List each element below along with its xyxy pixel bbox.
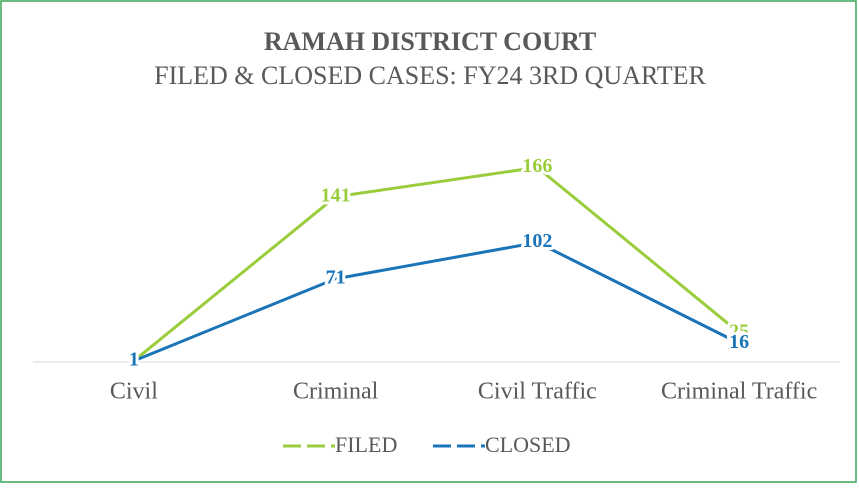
data-label: 25	[729, 320, 749, 342]
x-tick-label: Civil	[110, 379, 158, 405]
x-tick-label: Civil Traffic	[478, 379, 597, 405]
data-label: 1	[129, 348, 139, 370]
chart-subtitle: FILED & CLOSED CASES: FY24 3RD QUARTER	[154, 61, 706, 90]
series-line	[132, 165, 741, 362]
legend-label: CLOSED	[485, 432, 571, 457]
data-label: 141	[321, 184, 351, 206]
x-tick-label: Criminal Traffic	[661, 379, 817, 405]
data-label: 102	[522, 230, 552, 252]
legend-label: FILED	[335, 432, 397, 457]
x-tick-label: Criminal	[293, 379, 379, 405]
data-label: 166	[522, 155, 552, 177]
series-line	[133, 240, 740, 363]
chart-title: RAMAH DISTRICT COURT	[264, 27, 596, 56]
data-label: 71	[326, 266, 346, 288]
data-label: 16	[729, 331, 749, 353]
data-label: 1	[129, 348, 139, 370]
